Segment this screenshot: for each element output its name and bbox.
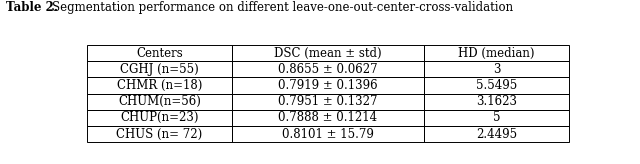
Bar xyxy=(88,110,232,126)
Bar xyxy=(424,93,568,110)
Bar xyxy=(88,61,232,77)
Bar xyxy=(232,126,424,142)
Bar xyxy=(232,93,424,110)
Text: CHUP(n=23): CHUP(n=23) xyxy=(120,111,199,124)
Bar xyxy=(232,61,424,77)
Bar xyxy=(424,61,568,77)
Bar xyxy=(88,93,232,110)
Bar xyxy=(232,45,424,61)
Bar xyxy=(232,77,424,93)
Bar xyxy=(424,110,568,126)
Text: 0.7888 ± 0.1214: 0.7888 ± 0.1214 xyxy=(278,111,378,124)
Text: CHMR (n=18): CHMR (n=18) xyxy=(117,79,202,92)
Text: 3.1623: 3.1623 xyxy=(476,95,517,108)
Text: 5: 5 xyxy=(493,111,500,124)
Text: Table 2.: Table 2. xyxy=(6,1,58,14)
Text: 0.7951 ± 0.1327: 0.7951 ± 0.1327 xyxy=(278,95,378,108)
Text: 0.8101 ± 15.79: 0.8101 ± 15.79 xyxy=(282,128,374,141)
Text: DSC (mean ± std): DSC (mean ± std) xyxy=(274,47,382,60)
Text: 2.4495: 2.4495 xyxy=(476,128,517,141)
Text: CGHJ (n=55): CGHJ (n=55) xyxy=(120,63,199,76)
Text: CHUS (n= 72): CHUS (n= 72) xyxy=(116,128,203,141)
Bar xyxy=(232,110,424,126)
Text: 3: 3 xyxy=(493,63,500,76)
Text: CHUM(n=56): CHUM(n=56) xyxy=(118,95,201,108)
Bar xyxy=(88,45,232,61)
Text: 5.5495: 5.5495 xyxy=(476,79,517,92)
Text: HD (median): HD (median) xyxy=(458,47,534,60)
Bar xyxy=(424,45,568,61)
Bar xyxy=(88,126,232,142)
Bar xyxy=(88,77,232,93)
Text: Centers: Centers xyxy=(136,47,183,60)
Bar xyxy=(424,126,568,142)
Text: Segmentation performance on different leave-one-out-center-cross-validation: Segmentation performance on different le… xyxy=(52,1,514,14)
Bar xyxy=(424,77,568,93)
Text: 0.7919 ± 0.1396: 0.7919 ± 0.1396 xyxy=(278,79,378,92)
Text: 0.8655 ± 0.0627: 0.8655 ± 0.0627 xyxy=(278,63,378,76)
